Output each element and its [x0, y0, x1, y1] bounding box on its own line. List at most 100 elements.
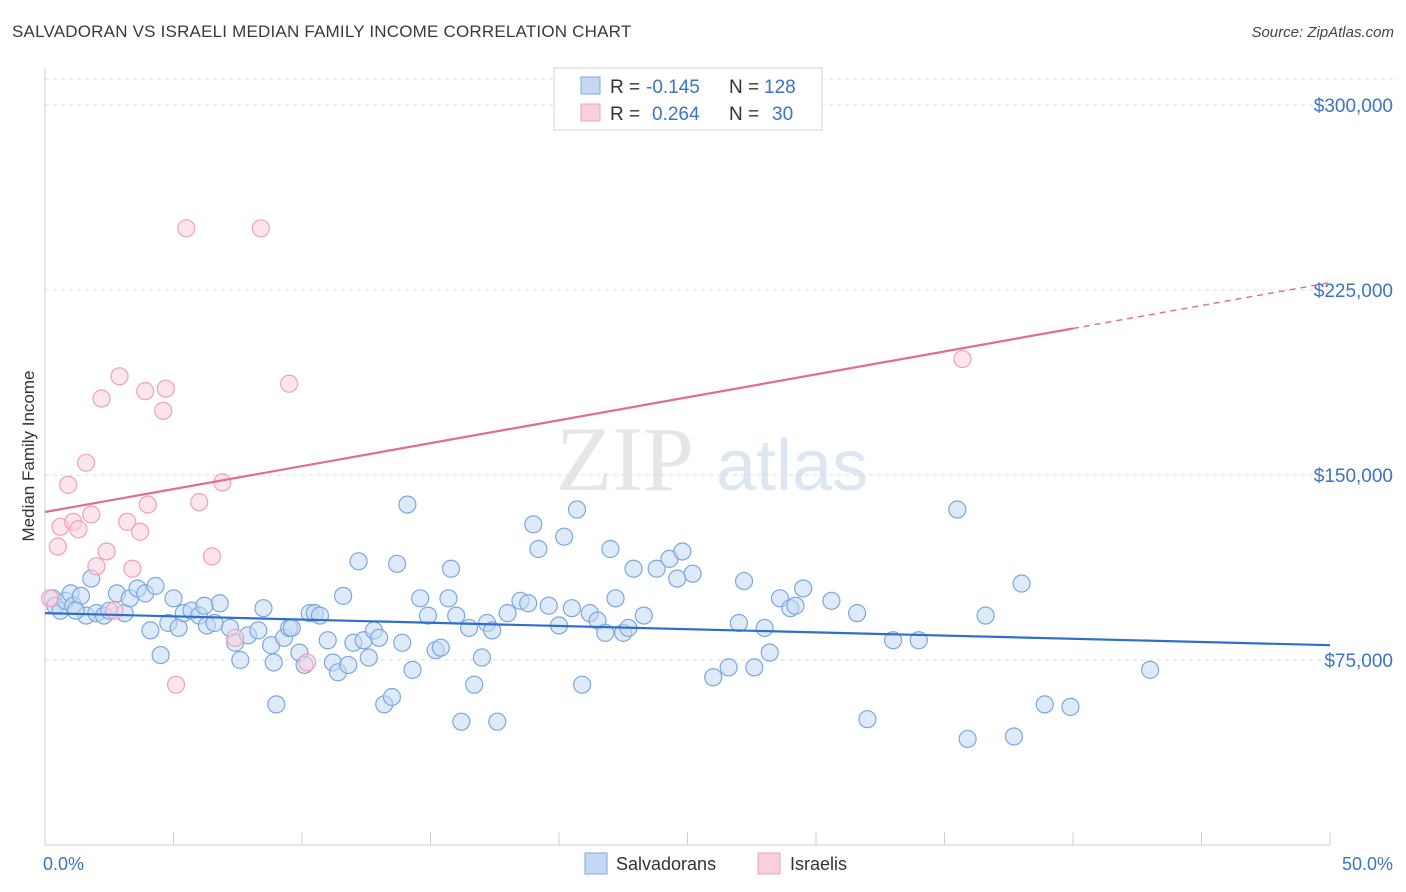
- salvadorans-point-114: [858, 710, 877, 729]
- salvadorans-point-119: [976, 606, 995, 625]
- salvadorans-point-79: [524, 515, 543, 534]
- israelis-point-0: [41, 589, 60, 608]
- salvadorans-point-76: [498, 604, 517, 623]
- israelis-point-6: [77, 453, 96, 472]
- salvadorans-point-94: [624, 559, 643, 578]
- israelis-point-8: [87, 557, 106, 576]
- israelis-point-10: [97, 542, 116, 561]
- israelis-point-5: [69, 520, 88, 539]
- salvadorans-point-90: [601, 539, 620, 559]
- salvadorans-point-63: [411, 589, 430, 608]
- israelis-point-14: [123, 559, 142, 578]
- salvadorans-point-102: [719, 658, 738, 677]
- salvadorans-point-67: [441, 559, 461, 578]
- salvadorans-point-21: [164, 589, 183, 608]
- salvadorans-point-31: [231, 650, 250, 670]
- israelis-point-21: [177, 219, 196, 238]
- bottom-legend-swatch-israelis: [757, 852, 781, 875]
- salvadorans-point-118: [958, 729, 977, 749]
- series-legend: Salvadorans Israelis: [584, 852, 847, 875]
- salvadorans-point-28: [210, 594, 229, 613]
- salvadorans-point-17: [141, 621, 160, 640]
- salvadorans-point-69: [452, 712, 471, 731]
- grid: [45, 78, 1394, 661]
- salvadorans-point-100: [683, 564, 702, 583]
- bottom-legend-swatch-salvadorans: [584, 852, 608, 875]
- salvadorans-point-107: [760, 643, 779, 662]
- legend-n-value-israelis: 30: [772, 104, 793, 125]
- salvadorans-point-59: [387, 554, 407, 573]
- legend-r-value-salvadorans: -0.145: [646, 77, 700, 98]
- legend-swatch-israelis: [580, 103, 601, 122]
- israelis-point-28: [298, 653, 317, 672]
- salvadorans-point-74: [483, 621, 502, 640]
- legend-r-value-israelis: 0.264: [652, 104, 700, 125]
- y-tick-label-3: $300,000: [1314, 96, 1393, 117]
- salvadorans-point-83: [555, 527, 574, 546]
- salvadorans-point-34: [254, 599, 273, 618]
- source-label: Source: ZipAtlas.com: [1251, 24, 1394, 41]
- salvadorans-point-33: [249, 621, 268, 640]
- salvadorans-point-50: [339, 655, 358, 675]
- legend-r-label-salvadorans: R =: [610, 77, 640, 98]
- salvadorans-point-54: [359, 648, 378, 667]
- israelis-point-23: [202, 547, 222, 566]
- israelis-point-22: [190, 493, 209, 512]
- salvadorans-point-126: [195, 596, 214, 615]
- salvadorans-point-71: [465, 675, 484, 694]
- correlation-legend: R = -0.145 N = 128 R = 0.264 N = 30: [553, 67, 823, 131]
- series-israelis: [41, 219, 972, 694]
- salvadorans-point-68: [447, 606, 466, 625]
- salvadorans-point-99: [673, 542, 692, 561]
- israelis-point-7: [82, 505, 101, 524]
- bottom-legend-label-israelis: Israelis: [790, 854, 847, 874]
- israelis-point-3: [59, 475, 78, 494]
- salvadorans-point-112: [822, 591, 841, 610]
- salvadorans-point-18: [146, 576, 165, 596]
- salvadorans-point-86: [573, 675, 592, 694]
- y-tick-label-2: $225,000: [1314, 281, 1393, 302]
- y-axis-label: Median Family Income: [19, 370, 38, 541]
- series-salvadorans: [43, 495, 1160, 749]
- bottom-legend-label-salvadorans: Salvadorans: [616, 854, 716, 874]
- salvadorans-point-113: [848, 604, 867, 623]
- israelis-point-29: [953, 349, 972, 369]
- israelis-point-18: [154, 401, 173, 420]
- salvadorans-point-122: [1035, 695, 1054, 714]
- salvadorans-point-105: [745, 658, 764, 677]
- legend-r-label-israelis: R =: [610, 104, 640, 125]
- salvadorans-point-61: [398, 495, 417, 514]
- salvadorans-point-49: [334, 586, 353, 605]
- salvadorans-point-52: [349, 552, 368, 571]
- salvadorans-point-84: [562, 599, 581, 618]
- trend-line-israelis-extrapolated: [1072, 281, 1331, 330]
- israelis-point-1: [48, 537, 67, 556]
- y-tick-label-1: $150,000: [1314, 466, 1393, 487]
- watermark-zip: ZIP: [556, 408, 694, 510]
- legend-n-value-salvadorans: 128: [764, 77, 796, 98]
- salvadorans-point-111: [786, 596, 805, 615]
- trend-line-salvadorans: [44, 612, 1331, 647]
- israelis-point-19: [156, 379, 175, 398]
- salvadorans-point-64: [418, 606, 438, 625]
- salvadorans-point-19: [151, 645, 170, 665]
- trend-line-israelis: [44, 327, 1074, 514]
- salvadorans-point-101: [704, 668, 723, 687]
- salvadorans-point-104: [734, 571, 754, 591]
- salvadorans-point-70: [459, 618, 479, 638]
- salvadorans-point-85: [567, 500, 587, 519]
- salvadorans-point-106: [755, 618, 774, 638]
- israelis-point-13: [118, 512, 137, 531]
- salvadorans-point-125: [66, 601, 85, 620]
- salvadorans-point-80: [529, 539, 548, 559]
- salvadorans-point-98: [668, 569, 687, 588]
- salvadorans-point-58: [382, 687, 402, 707]
- salvadorans-point-37: [267, 695, 286, 714]
- salvadorans-point-120: [1004, 727, 1023, 746]
- salvadorans-point-36: [264, 653, 283, 672]
- salvadorans-point-81: [539, 596, 558, 615]
- salvadorans-point-115: [883, 631, 903, 650]
- salvadorans-point-62: [403, 660, 422, 679]
- israelis-point-16: [136, 382, 155, 401]
